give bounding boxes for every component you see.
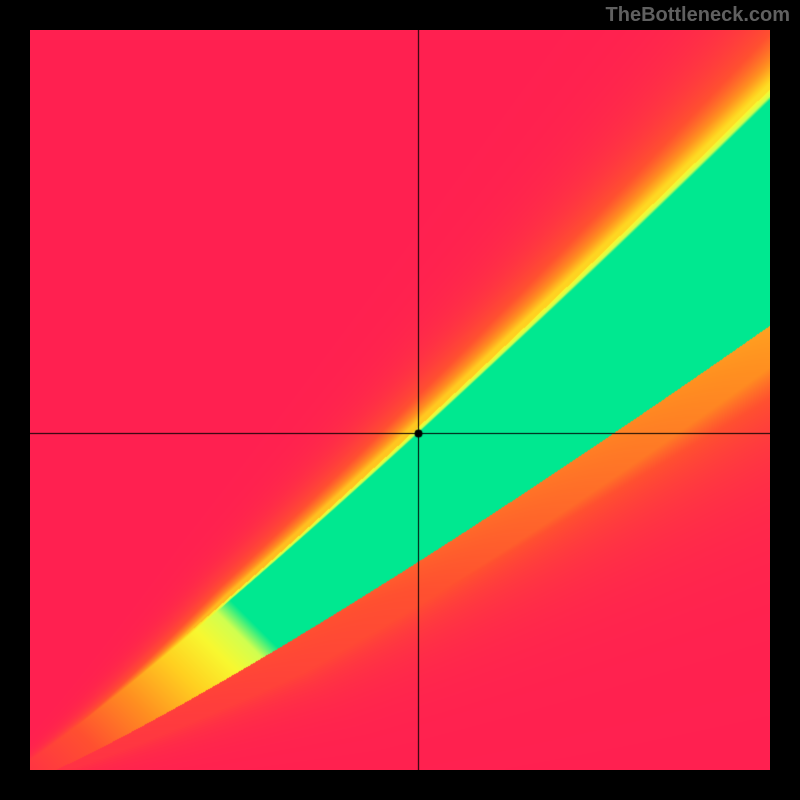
heatmap-chart	[30, 30, 770, 770]
watermark-text: TheBottleneck.com	[606, 4, 790, 27]
